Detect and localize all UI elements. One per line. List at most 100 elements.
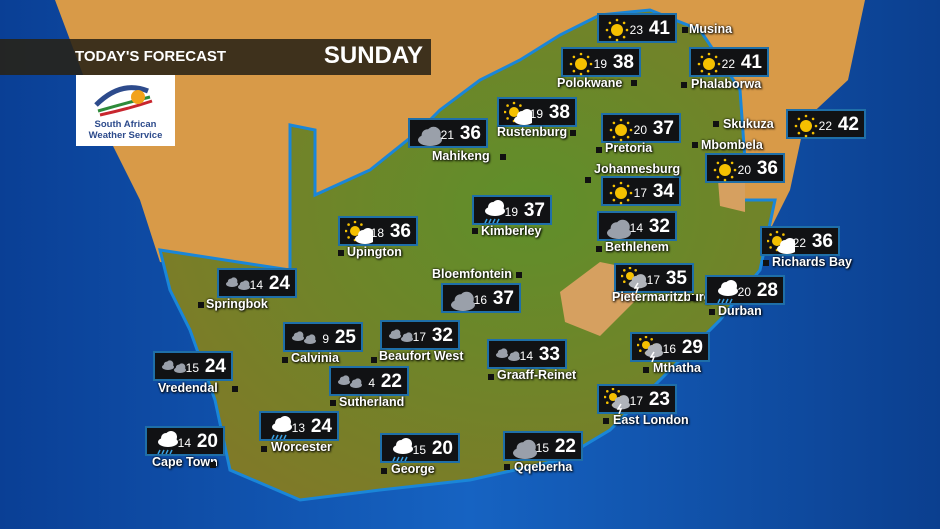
city-label: Pietermaritzburg xyxy=(612,290,712,304)
min-temp: 15 xyxy=(412,443,426,457)
forecast-box: 22 42 xyxy=(786,109,866,139)
city-marker xyxy=(713,121,719,127)
min-temp: 15 xyxy=(185,361,199,375)
city-marker xyxy=(692,142,698,148)
min-temp: 22 xyxy=(721,57,735,71)
city-marker xyxy=(504,464,510,470)
city-label: Sutherland xyxy=(339,395,405,409)
eswatini xyxy=(718,180,745,212)
min-temp: 18 xyxy=(370,226,384,240)
city-label: Calvinia xyxy=(291,351,339,365)
forecast-box: 17 23 xyxy=(597,384,677,414)
thunder-sun-icon xyxy=(637,336,663,362)
city-marker xyxy=(596,147,602,153)
max-temp: 36 xyxy=(459,123,481,144)
forecast-box: 18 36 xyxy=(338,216,418,246)
sun-icon xyxy=(609,118,633,142)
min-temp: 19 xyxy=(529,107,543,121)
min-temp: 17 xyxy=(412,330,426,344)
forecast-box: 22 36 xyxy=(760,226,840,256)
city-label: Mahikeng xyxy=(432,149,490,163)
city-marker xyxy=(631,80,637,86)
min-temp: 20 xyxy=(737,163,751,177)
city-label: Skukuza xyxy=(723,117,774,131)
max-temp: 36 xyxy=(756,158,778,179)
forecast-box: 17 32 xyxy=(380,320,460,350)
min-temp: 4 xyxy=(368,376,375,390)
forecast-box: 20 37 xyxy=(601,113,681,143)
forecast-box: 19 38 xyxy=(497,97,577,127)
cloud-icon xyxy=(513,439,537,459)
city-label: Qqeberha xyxy=(514,460,573,474)
forecast-box: 14 24 xyxy=(217,268,297,298)
city-label: Polokwane xyxy=(557,76,623,90)
max-temp: 24 xyxy=(268,273,290,294)
max-temp: 22 xyxy=(554,436,576,457)
min-temp: 21 xyxy=(440,128,454,142)
rain-icon xyxy=(717,280,738,304)
cloud-icon xyxy=(451,291,475,311)
forecast-title: TODAY'S FORECAST xyxy=(75,48,227,65)
city-label: Durban xyxy=(718,304,762,318)
city-marker xyxy=(330,400,336,406)
min-temp: 19 xyxy=(504,205,518,219)
city-label: Graaff-Reinet xyxy=(497,368,577,382)
forecast-box: 15 22 xyxy=(503,431,583,461)
city-label: George xyxy=(391,462,435,476)
city-label: Bloemfontein xyxy=(432,267,512,281)
forecast-box: 19 38 xyxy=(561,47,641,77)
max-temp: 35 xyxy=(665,268,687,289)
rain-icon xyxy=(157,431,178,455)
min-temp: 14 xyxy=(519,349,533,363)
min-temp: 20 xyxy=(633,123,647,137)
city-label: Kimberley xyxy=(481,224,542,238)
min-temp: 22 xyxy=(818,119,832,133)
saws-logo-line1: South African xyxy=(94,119,157,130)
sun-icon xyxy=(569,52,593,76)
forecast-banner: TODAY'S FORECAST SUNDAY xyxy=(0,39,431,75)
city-marker xyxy=(603,418,609,424)
forecast-box: 20 28 xyxy=(705,275,785,305)
city-label: Musina xyxy=(689,22,733,36)
city-label: Rustenburg xyxy=(497,125,568,139)
min-temp: 17 xyxy=(629,394,643,408)
max-temp: 41 xyxy=(740,52,762,73)
saws-logo: South African Weather Service xyxy=(76,75,175,146)
sun-icon xyxy=(609,181,633,205)
city-label: Bethlehem xyxy=(605,240,669,254)
forecast-box: 17 34 xyxy=(601,176,681,206)
partly-cloudy-icon xyxy=(504,101,532,125)
max-temp: 20 xyxy=(196,431,218,452)
min-temp: 23 xyxy=(629,23,643,37)
max-temp: 38 xyxy=(612,52,634,73)
city-label: Worcester xyxy=(271,440,332,454)
forecast-box: 4 22 xyxy=(329,366,409,396)
city-label: Mthatha xyxy=(653,361,701,375)
min-temp: 16 xyxy=(662,342,676,356)
forecast-day: SUNDAY xyxy=(323,42,423,69)
city-label: Cape Town xyxy=(152,455,218,469)
two-clouds-icon xyxy=(162,360,186,373)
city-label: Beaufort West xyxy=(379,349,464,363)
forecast-box: 14 32 xyxy=(597,211,677,241)
two-clouds-icon xyxy=(496,348,520,361)
min-temp: 14 xyxy=(629,221,643,235)
max-temp: 36 xyxy=(811,231,833,252)
sun-icon xyxy=(697,52,721,76)
max-temp: 41 xyxy=(648,18,670,39)
city-label: Springbok xyxy=(206,297,268,311)
city-marker xyxy=(282,357,288,363)
sun-icon xyxy=(605,18,629,42)
saws-logo-emblem-icon xyxy=(94,85,153,117)
city-marker xyxy=(338,250,344,256)
forecast-box: 16 29 xyxy=(630,332,710,362)
city-marker xyxy=(643,367,649,373)
rain-icon xyxy=(392,438,413,462)
forecast-box: 20 36 xyxy=(705,153,785,183)
city-marker xyxy=(261,446,267,452)
city-marker xyxy=(210,462,216,468)
city-label: Phalaborwa xyxy=(691,77,762,91)
forecast-box: 13 24 xyxy=(259,411,339,441)
forecast-box: 15 20 xyxy=(380,433,460,463)
city-label: Richards Bay xyxy=(772,255,852,269)
